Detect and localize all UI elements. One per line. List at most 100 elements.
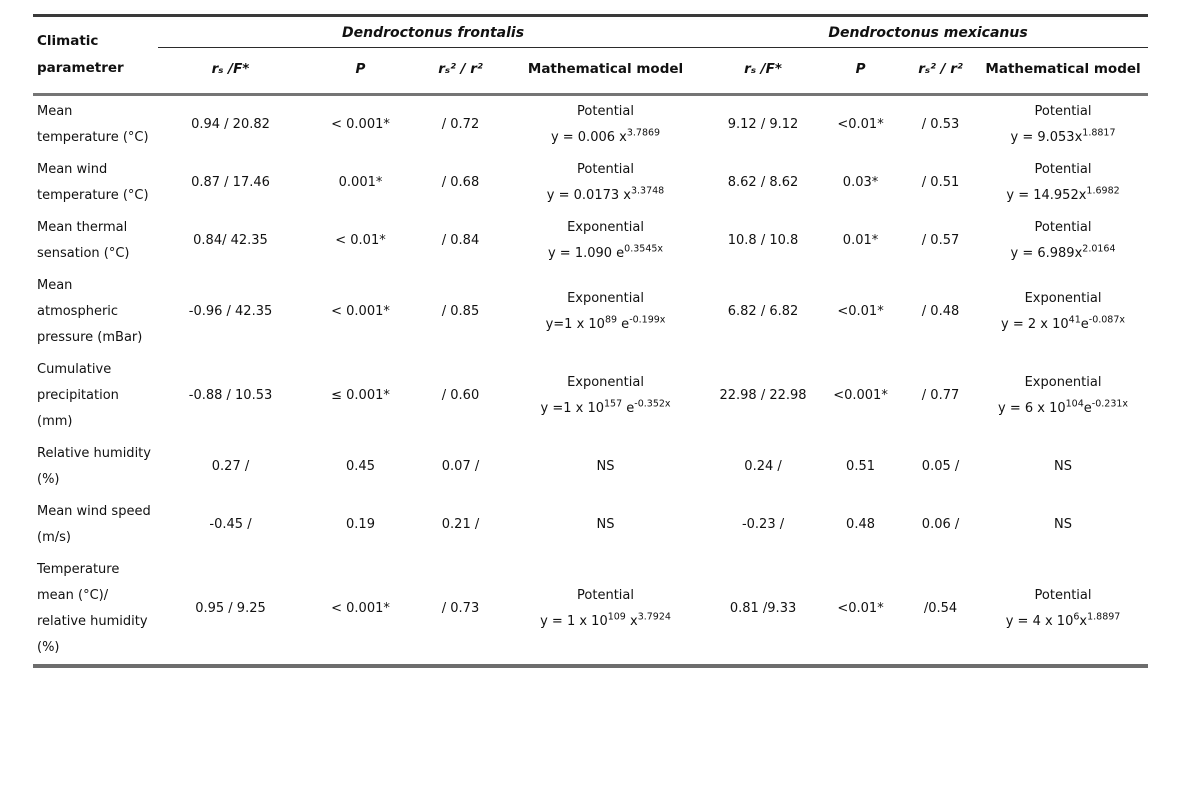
formula-exponent: 89 [604,314,618,326]
mexicanus-rsf-value: 6.82 / 6.82 [727,304,799,319]
model-type: Potential [1034,220,1092,235]
formula-text: x [625,614,638,629]
frontalis-rsf-value: -0.88 / 10.53 [188,388,273,403]
frontalis-p-value: < 0.001* [331,117,390,132]
formula-exponent: 41 [1068,314,1081,326]
formula-text: y = 2 x 10 [1001,317,1069,332]
mexicanus-rsf-value: 10.8 / 10.8 [727,233,799,248]
formula-exponent: 3.3748 [630,185,665,197]
frontalis-rsf-value: -0.45 / [209,517,252,532]
formula-exponent: 3.7924 [637,611,671,623]
model-type: Potential [577,104,634,119]
frontalis-r2-value: / 0.72 [441,117,480,132]
mexicanus-p-value: 0.48 [846,517,875,532]
formula-text: y = 1.090 e [547,246,625,261]
frontalis-model-cell: Potential y = 0.0173 x3.3748 [503,154,708,212]
model-type: Exponential [567,220,644,235]
table-row: Relative humidity (%) 0.27 / 0.45 0.07 /… [33,438,1148,496]
climate-correlation-table-wrap: Climatic parametrer Dendroctonus frontal… [33,14,1149,668]
model-formula: y = 9.053x1.8817 [980,125,1146,151]
model-formula: y = 1.090 e0.3545x [505,241,706,267]
frontalis-rsf-value: 0.95 / 9.25 [195,601,266,616]
mexicanus-p-value: 0.01* [842,233,879,248]
formula-exponent: -0.087x [1088,314,1126,326]
parameter-label: Cumulative precipitation (mm) [37,362,119,429]
model-formula: y = 0.0173 x3.3748 [505,183,706,209]
mexicanus-model-cell: Potential y = 14.952x1.6982 [978,154,1148,212]
frontalis-rsf-value: -0.96 / 42.35 [188,304,273,319]
frontalis-p-value: < 0.001* [331,601,390,616]
formula-exponent: -0.352x [634,398,671,410]
frontalis-p-value: < 0.01* [335,233,386,248]
mexicanus-r2-value: 0.05 / [921,459,960,474]
mexicanus-model-header: Mathematical model [985,61,1141,77]
formula-exponent: 1.8897 [1087,611,1121,623]
frontalis-model-header: Mathematical model [527,61,684,77]
frontalis-model-cell: Exponential y=1 x 1089 e-0.199x [503,270,708,354]
model-type: Exponential [1024,375,1102,390]
formula-text: e [622,401,635,416]
model-formula: y = 14.952x1.6982 [980,183,1146,209]
parameter-label: Mean temperature (°C) [37,104,149,145]
mexicanus-r2-value: /0.54 [923,601,958,616]
mexicanus-model-cell: Potential y = 6.989x2.0164 [978,212,1148,270]
formula-exponent: 3.7869 [626,127,661,139]
table-row: Mean thermal sensation (°C) 0.84/ 42.35 … [33,212,1148,270]
model-type: Potential [1034,162,1092,177]
model-formula: y = 0.006 x3.7869 [505,125,706,151]
table-row: Temperature mean (°C)/ relative humidity… [33,554,1148,666]
parameter-label: Temperature mean (°C)/ relative humidity… [37,562,148,655]
mexicanus-p-value: <0.01* [837,117,884,132]
formula-exponent: 157 [604,398,623,410]
mexicanus-r2-header: rₛ² / r² [903,47,979,96]
parameter-label: Mean wind temperature (°C) [37,162,149,203]
frontalis-rsf-value: 0.27 / [211,459,250,474]
mexicanus-rsf-value: 0.81 /9.33 [729,601,797,616]
mexicanus-rsf-value: 0.24 / [744,459,782,474]
mexicanus-model-cell: Potential y = 9.053x1.8817 [978,95,1148,155]
table-header: Climatic parametrer Dendroctonus frontal… [33,15,1149,96]
frontalis-rsf-value: 0.87 / 17.46 [191,175,270,190]
frontalis-model-cell: Potential y = 0.006 x3.7869 [503,95,708,155]
frontalis-p-value: < 0.001* [331,304,390,319]
climate-correlation-table: Climatic parametrer Dendroctonus frontal… [33,14,1149,668]
frontalis-rsf-value: 0.84/ 42.35 [193,233,268,248]
formula-exponent: 104 [1065,398,1084,410]
model-formula: y = 6 x 10104e-0.231x [980,396,1146,422]
table-row: Mean wind speed (m/s) -0.45 / 0.19 0.21 … [33,496,1148,554]
frontalis-p-value: 0.001* [338,175,383,190]
formula-exponent: -0.199x [629,314,666,326]
parameter-label: Relative humidity (%) [37,446,151,487]
mexicanus-rsf-value: -0.23 / [741,517,785,532]
frontalis-p-value: 0.19 [346,517,375,532]
parameter-label: Mean atmospheric pressure (mBar) [37,278,143,345]
frontalis-r2-value: / 0.85 [441,304,480,319]
mexicanus-rsf-value: 9.12 / 9.12 [727,117,799,132]
mexicanus-r2-value: / 0.57 [921,233,960,248]
frontalis-rsf-value: 0.94 / 20.82 [191,117,270,132]
formula-text: y = 0.006 x [550,130,627,145]
mexicanus-p-value: <0.001* [833,388,888,403]
formula-exponent: 1.8817 [1082,127,1116,139]
species-header-mexicanus: Dendroctonus mexicanus [708,15,1149,48]
formula-text: e [1083,401,1092,416]
mexicanus-model-cell: NS [978,438,1148,496]
formula-exponent: 109 [607,611,626,623]
model-type: NS [596,459,615,474]
parameter-label: Mean wind speed (m/s) [37,504,151,545]
formula-exponent: 0.3545x [624,243,664,255]
formula-text: y = 6.989x [1010,246,1083,261]
formula-text: y = 14.952x [1006,188,1087,203]
formula-text: y = 1 x 10 [540,614,608,629]
model-type: Potential [577,588,634,603]
mexicanus-model-cell: Potential y = 4 x 106x1.8897 [978,554,1148,666]
mexicanus-r2-value: / 0.51 [921,175,960,190]
formula-exponent: -0.231x [1091,398,1129,410]
mexicanus-model-cell: Exponential y = 2 x 1041e-0.087x [978,270,1148,354]
formula-exponent: 6 [1073,611,1080,623]
formula-text: y = 0.0173 x [546,188,631,203]
model-type: Potential [577,162,634,177]
formula-text: x [1079,614,1088,629]
species-header-frontalis: Dendroctonus frontalis [158,15,709,48]
frontalis-model-cell: NS [503,496,708,554]
